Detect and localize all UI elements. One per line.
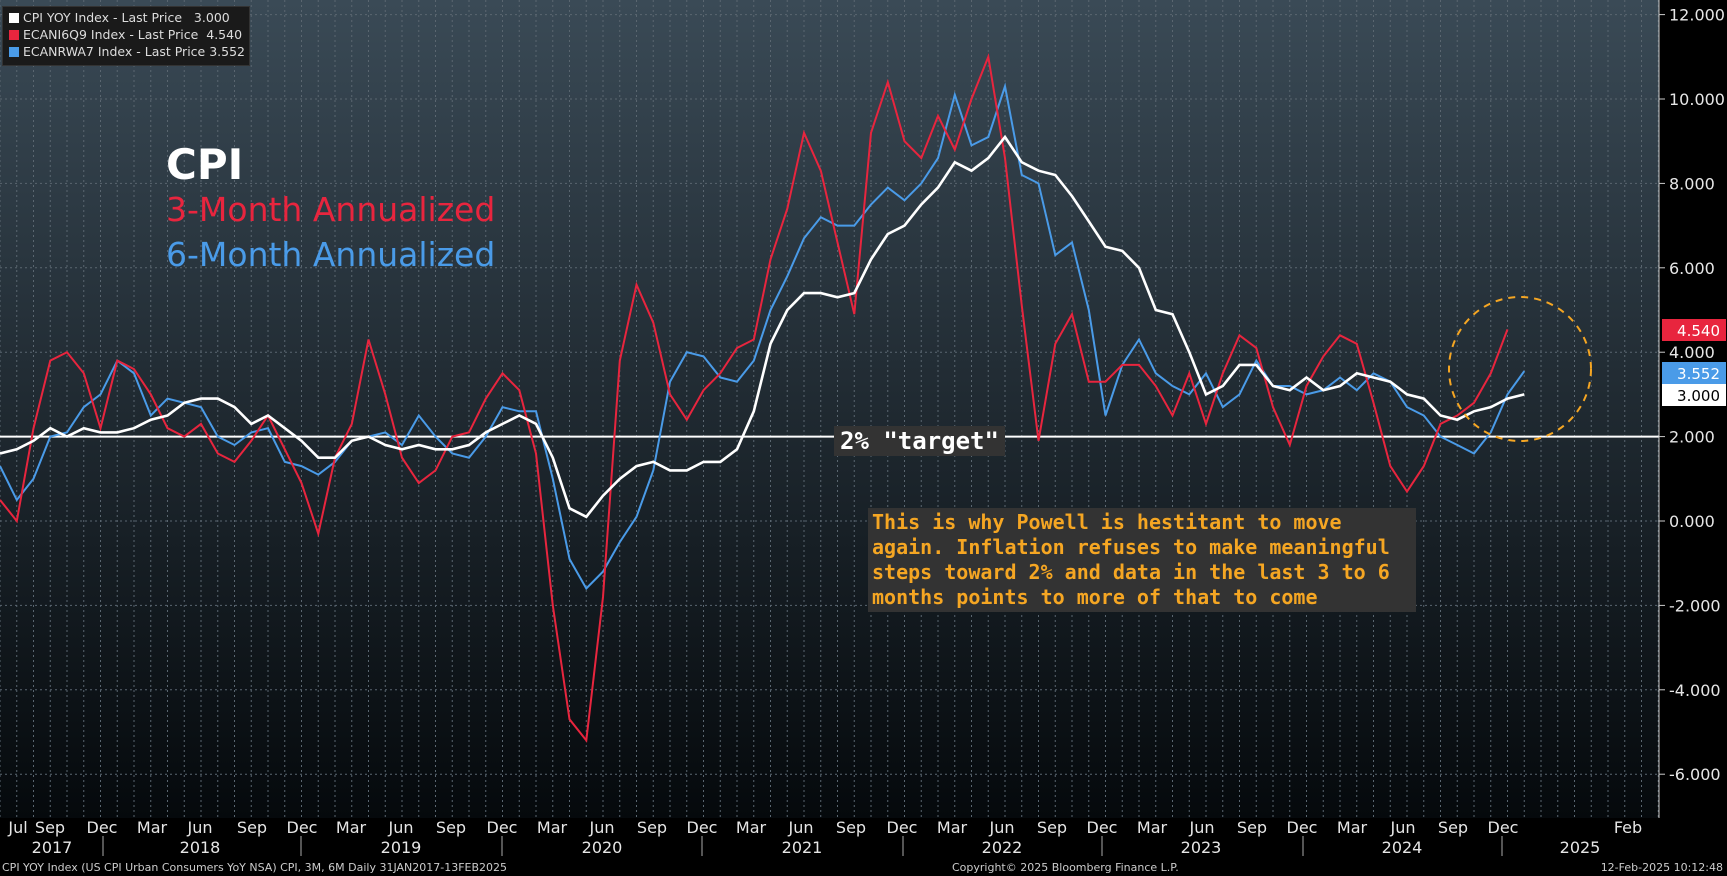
commentary-note: This is why Powell is hestitant to move … xyxy=(868,508,1416,612)
highlight-circle xyxy=(1448,296,1592,442)
x-year-label: 2018 xyxy=(180,838,221,857)
annotation-6m: 6-Month Annualized xyxy=(166,235,496,274)
x-month-label: Mar xyxy=(1137,818,1168,837)
x-month-label: Dec xyxy=(1287,818,1318,837)
y-axis: 12.000 10.000 8.000 6.000 4.000 2.000 0.000 -2.… xyxy=(1658,0,1725,818)
series-line-cpi xyxy=(0,134,1525,519)
x-month-label: Mar xyxy=(937,818,968,837)
y-tick-label: 0.000 xyxy=(1669,512,1715,531)
x-month-label: Sep xyxy=(237,818,267,837)
legend-label: ECANI6Q9 Index - Last Price 4.540 xyxy=(23,27,243,42)
x-year-label: 2017 xyxy=(32,838,73,857)
x-month-label: Dec xyxy=(687,818,718,837)
grid xyxy=(0,0,1659,818)
y-tick-label: -6.000 xyxy=(1669,765,1721,784)
plot-background xyxy=(0,0,1659,818)
last-value-label: 3.552 xyxy=(1677,365,1720,383)
x-month-label: Sep xyxy=(1438,818,1468,837)
x-month-label: Dec xyxy=(87,818,118,837)
x-axis: Jul Sep Dec Mar Jun Sep Dec Mar Jun Sep Dec Mar Jun S… xyxy=(0,818,1727,876)
x-month-label: Jun xyxy=(187,818,213,837)
x-month-label: Mar xyxy=(336,818,367,837)
legend-label: CPI YOY Index - Last Price 3.000 xyxy=(23,10,230,25)
y-tick-label: 4.000 xyxy=(1669,343,1715,362)
y-tick-label: -4.000 xyxy=(1669,681,1721,700)
footer-copyright: Copyright© 2025 Bloomberg Finance L.P. xyxy=(952,861,1179,874)
y-tick-label: 8.000 xyxy=(1669,174,1715,193)
legend-label: ECANRWA7 Index - Last Price 3.552 xyxy=(23,44,245,59)
legend-item-6m: ECANRWA7 Index - Last Price 3.552 xyxy=(9,44,245,59)
x-year-label: 2021 xyxy=(782,838,823,857)
x-month-label: Dec xyxy=(487,818,518,837)
x-year-label: 2025 xyxy=(1560,838,1601,857)
x-month-label: Feb xyxy=(1614,818,1642,837)
x-month-label: Dec xyxy=(1087,818,1118,837)
legend-item-cpi: CPI YOY Index - Last Price 3.000 xyxy=(9,10,230,25)
x-month-label: Jul xyxy=(7,818,27,837)
series-line-3m xyxy=(0,53,1509,743)
x-year-label: 2020 xyxy=(582,838,623,857)
y-tick-label: -2.000 xyxy=(1669,596,1721,615)
legend-item-3m: ECANI6Q9 Index - Last Price 4.540 xyxy=(9,27,242,42)
last-value-tag xyxy=(1662,319,1726,341)
x-month-label: Jun xyxy=(388,818,414,837)
y-tick-label: 6.000 xyxy=(1669,259,1715,278)
x-axis-band xyxy=(0,818,1727,876)
x-year-label: 2024 xyxy=(1382,838,1423,857)
legend-swatch xyxy=(9,30,19,40)
x-month-label: Mar xyxy=(537,818,568,837)
x-month-label: Dec xyxy=(287,818,318,837)
x-month-label: Mar xyxy=(1337,818,1368,837)
x-month-label: Sep xyxy=(35,818,65,837)
x-month-label: Dec xyxy=(1488,818,1519,837)
annotation-title: CPI xyxy=(166,140,244,189)
y-tick-label: 2.000 xyxy=(1669,428,1715,447)
footer-source: CPI YOY Index (US CPI Urban Consumers Yo… xyxy=(2,861,508,874)
legend-swatch xyxy=(9,47,19,57)
last-value-label: 3.000 xyxy=(1677,387,1720,405)
x-year-label: 2023 xyxy=(1181,838,1222,857)
annotation-3m: 3-Month Annualized xyxy=(166,190,496,229)
last-value-tag xyxy=(1662,384,1726,406)
last-value-tag xyxy=(1662,362,1726,384)
x-month-label: Jun xyxy=(788,818,814,837)
last-value-label: 4.540 xyxy=(1677,322,1720,340)
y-tick-label: 10.000 xyxy=(1669,90,1725,109)
x-month-label: Sep xyxy=(637,818,667,837)
x-month-label: Sep xyxy=(1037,818,1067,837)
legend: CPI YOY Index - Last Price 3.000 ECANI6Q… xyxy=(2,6,250,66)
last-value-tags: 4.540 3.552 3.000 xyxy=(1662,319,1726,406)
x-month-label: Jun xyxy=(989,818,1015,837)
x-month-label: Jun xyxy=(1390,818,1416,837)
x-year-label: 2019 xyxy=(381,838,422,857)
y-tick-label: 12.000 xyxy=(1669,6,1725,25)
x-month-label: Jun xyxy=(589,818,615,837)
x-month-label: Jun xyxy=(1189,818,1215,837)
target-label: 2% "target" xyxy=(834,426,1005,456)
x-month-label: Mar xyxy=(137,818,168,837)
x-month-label: Dec xyxy=(887,818,918,837)
series-lines xyxy=(0,53,1526,743)
x-month-label: Sep xyxy=(1237,818,1267,837)
x-month-label: Sep xyxy=(836,818,866,837)
x-year-label: 2022 xyxy=(982,838,1023,857)
x-month-label: Mar xyxy=(736,818,767,837)
legend-swatch xyxy=(9,13,19,23)
x-month-label: Sep xyxy=(436,818,466,837)
footer-timestamp: 12-Feb-2025 10:12:48 xyxy=(1600,861,1723,874)
